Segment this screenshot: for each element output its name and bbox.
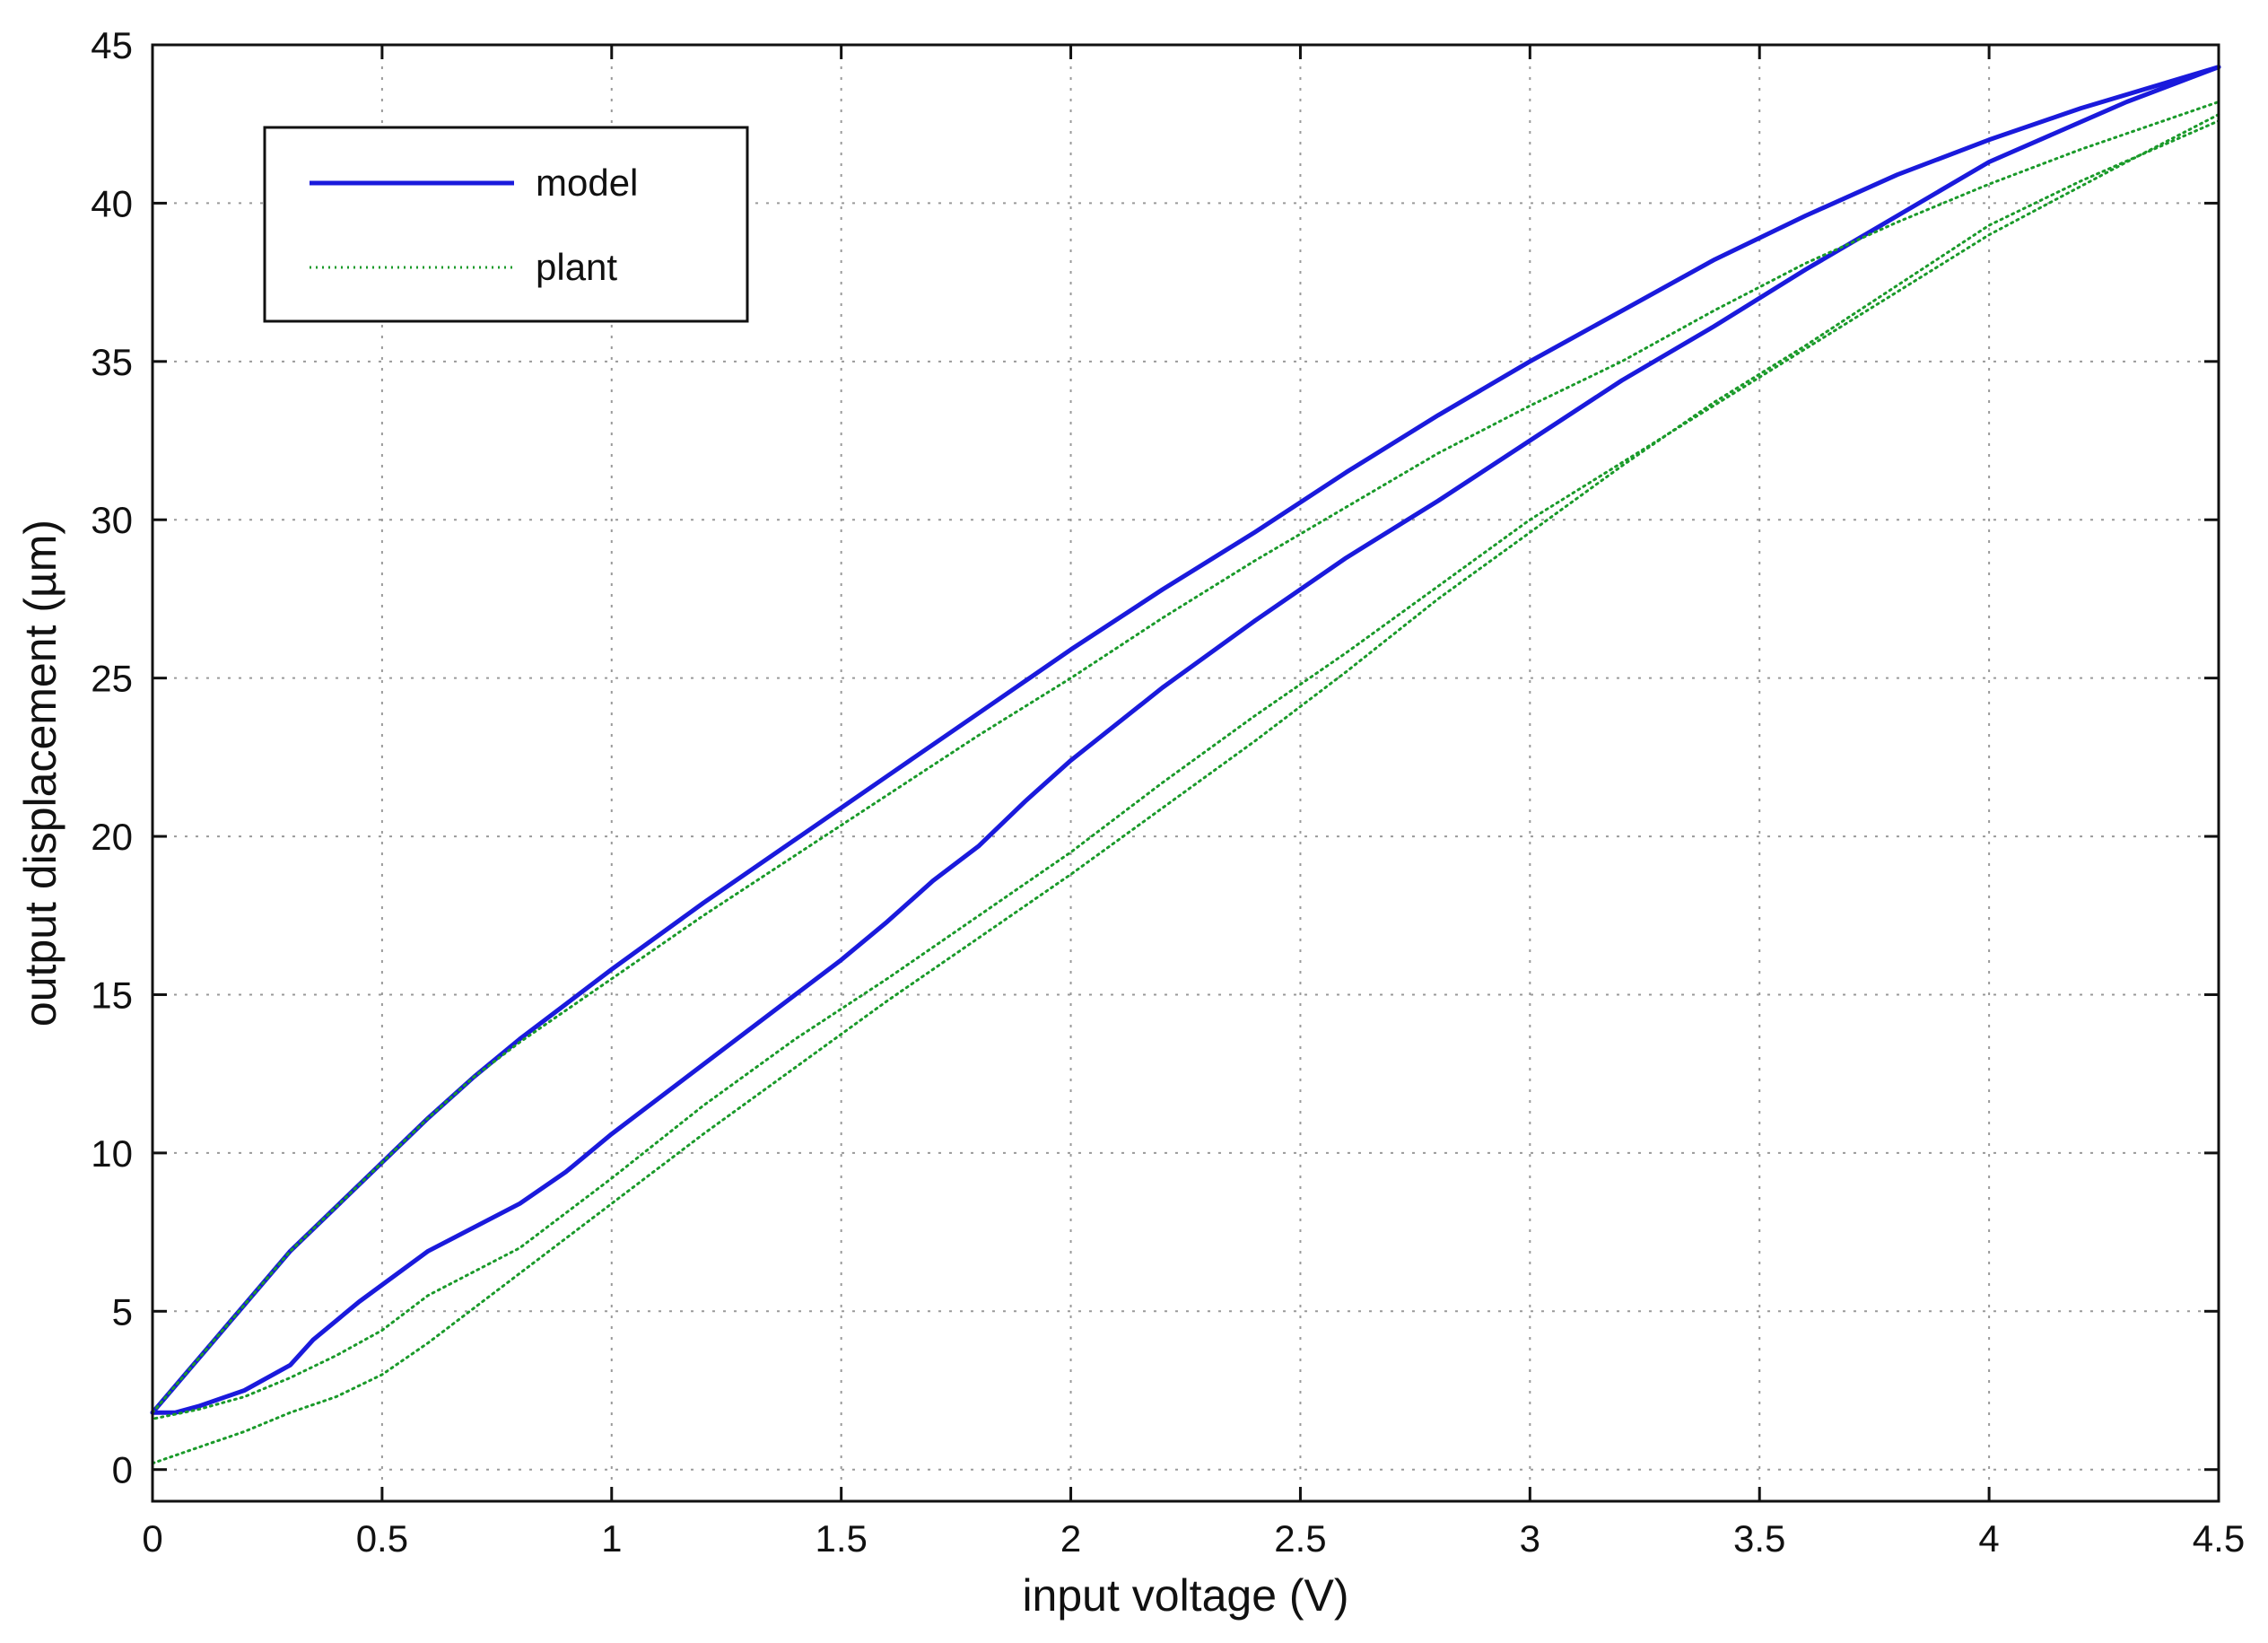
x-tick-label: 1.5	[815, 1517, 867, 1560]
plot-series	[150, 65, 2221, 1465]
y-tick-label: 45	[91, 24, 133, 66]
x-tick-label: 1	[601, 1517, 622, 1560]
axis-ticks: 0 0.5 1 1.5 2 2.5 3 3.5 4 4.5 0 5 10 15 20 25 30 35 40 45	[91, 24, 2245, 1560]
x-tick-label: 3	[1520, 1517, 1540, 1560]
y-tick-label: 20	[91, 816, 133, 858]
x-tick-label: 3.5	[1733, 1517, 1785, 1560]
legend: model plant	[263, 126, 749, 323]
x-tick-label: 4.5	[2193, 1517, 2245, 1560]
y-tick-label: 40	[91, 182, 133, 224]
x-tick-label: 0.5	[356, 1517, 408, 1560]
y-tick-label: 15	[91, 974, 133, 1016]
plot-frame	[151, 43, 2220, 1503]
y-tick-label: 30	[91, 499, 133, 541]
x-tick-label: 2	[1060, 1517, 1081, 1560]
x-tick-label: 4	[1978, 1517, 1999, 1560]
y-tick-label: 5	[112, 1290, 133, 1333]
series-line-plant-1	[151, 101, 2220, 1414]
y-tick-label: 0	[112, 1449, 133, 1491]
y-axis-title: output displacement (µm)	[15, 520, 65, 1027]
x-tick-label: 2.5	[1274, 1517, 1326, 1560]
series-plant	[151, 101, 2220, 1465]
x-axis-title: input voltage (V)	[1022, 1570, 1348, 1621]
y-tick-label: 35	[91, 341, 133, 383]
legend-box	[263, 126, 749, 323]
x-tick-label: 0	[142, 1517, 162, 1560]
legend-label-plant: plant	[536, 246, 617, 288]
legend-label-model: model	[536, 162, 638, 204]
y-tick-label: 10	[91, 1132, 133, 1175]
series-line-plant-3	[151, 119, 2220, 1465]
series-line-model-2	[150, 65, 2221, 1415]
series-line-plant-2	[151, 113, 2220, 1420]
y-tick-label: 25	[91, 658, 133, 700]
